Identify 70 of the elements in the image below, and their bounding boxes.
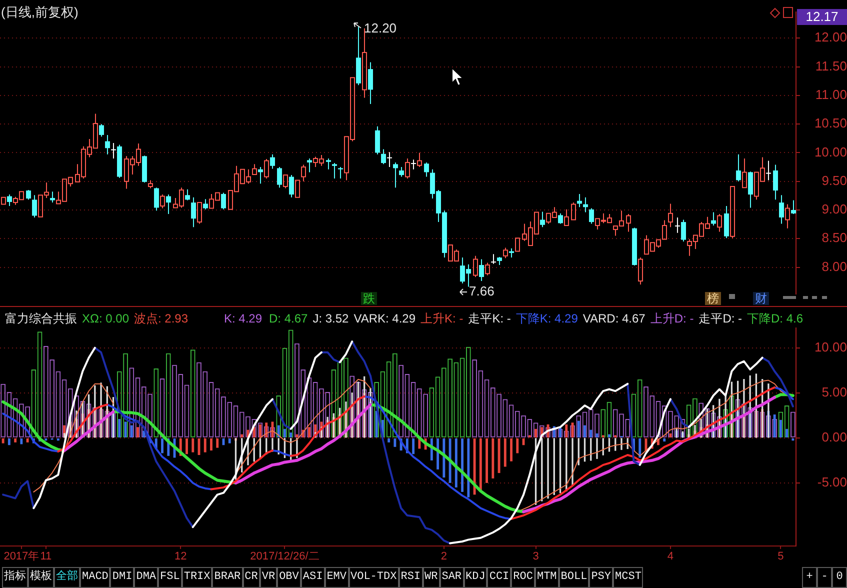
text: 走平K: - — [468, 311, 511, 326]
y-tick-label: 9.00 — [822, 202, 847, 217]
text: - — [817, 567, 832, 588]
text: 波点: 2.93 — [134, 311, 188, 326]
y-tick-label: 8.50 — [822, 230, 847, 246]
text: 模板 — [28, 567, 54, 588]
text: OBV — [277, 567, 301, 588]
text: 全部 — [54, 567, 80, 588]
text: BOLL — [558, 567, 590, 588]
text: K: 4.29 — [224, 311, 262, 326]
y-tick-label: 5.00 — [822, 384, 847, 400]
text: EMV — [324, 567, 348, 588]
text: SAR — [440, 567, 464, 588]
text: WR — [422, 567, 440, 588]
text: 12.17 — [806, 9, 838, 24]
text: J: 3.52 — [312, 311, 350, 326]
x-tick-label: 11 — [40, 550, 52, 563]
x-tick-label: 12 — [174, 550, 187, 563]
text: FSL — [158, 567, 182, 588]
text: PSY — [589, 567, 614, 588]
text: CCI — [487, 567, 512, 588]
text: MTM — [534, 567, 559, 588]
text: VARD: 4.67 — [582, 311, 646, 326]
text: KDJ — [464, 567, 488, 588]
y-tick-label: 11.00 — [815, 87, 847, 102]
text: 走平D: - — [698, 311, 742, 326]
x-tick-label: 2 — [440, 550, 447, 563]
text: RSI — [398, 567, 423, 588]
annotation: 财 — [755, 291, 767, 306]
text: 下降K: 4.29 — [516, 311, 578, 326]
text: CR — [242, 567, 260, 588]
text: 上升K: - — [420, 311, 464, 326]
annotation: 榜 — [707, 291, 719, 306]
text: XΩ: 0.00 — [82, 311, 130, 326]
text: VOL-TDX — [348, 567, 399, 588]
chart-title: (日线,前复权) — [1, 4, 78, 20]
y-tick-label: 10.00 — [814, 339, 847, 354]
chart-title: 富力综合共振 — [5, 311, 77, 326]
y-tick-label: 11.50 — [815, 58, 847, 74]
annotation: 12.20 — [364, 20, 397, 36]
x-tick-label: 5 — [778, 550, 784, 563]
text: BRAR — [212, 567, 243, 588]
annotation: 跌 — [363, 291, 375, 306]
x-tick-label: 3 — [532, 550, 539, 563]
text: ROC — [511, 567, 535, 588]
y-tick-label: 12.00 — [814, 30, 847, 45]
text: 上升D: - — [650, 311, 694, 326]
text: MCST — [613, 567, 644, 588]
y-tick-label: 0.00 — [822, 429, 847, 444]
annotation: 7.66 — [469, 284, 494, 299]
y-tick-label: 10.50 — [814, 116, 847, 131]
text: 下降D: 4.6 — [747, 311, 804, 326]
y-tick-label: 8.00 — [822, 258, 847, 274]
x-tick-label: 2017年 — [4, 550, 40, 563]
text: D: 4.67 — [269, 311, 308, 326]
text: ASI — [300, 567, 325, 588]
text: 指标 — [2, 567, 28, 588]
text: MACD — [80, 567, 110, 588]
text: VARK: 4.29 — [354, 311, 416, 326]
text: + — [802, 567, 817, 588]
y-tick-label: 10.00 — [814, 144, 847, 160]
text: 0 — [832, 567, 847, 588]
y-tick-label: 9.50 — [822, 172, 847, 188]
y-tick-label: -5.00 — [817, 474, 847, 490]
text: VR — [260, 567, 278, 588]
text: DMA — [134, 567, 158, 588]
text: TRIX — [182, 567, 212, 588]
text: DMI — [110, 567, 134, 588]
x-tick-label: 2017/12/26/二 — [250, 550, 320, 563]
x-tick-label: 4 — [667, 550, 674, 563]
